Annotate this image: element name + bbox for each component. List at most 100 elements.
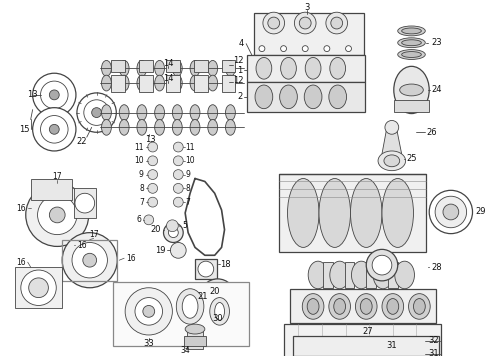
Circle shape <box>148 184 158 193</box>
Ellipse shape <box>402 28 421 34</box>
Circle shape <box>259 46 265 51</box>
Circle shape <box>49 125 59 134</box>
Ellipse shape <box>155 120 165 135</box>
Bar <box>74 188 96 218</box>
Ellipse shape <box>256 58 272 79</box>
Ellipse shape <box>208 60 218 76</box>
Ellipse shape <box>190 120 200 135</box>
Circle shape <box>143 306 155 317</box>
Circle shape <box>173 156 183 166</box>
Circle shape <box>72 243 107 278</box>
Text: 26: 26 <box>426 128 437 137</box>
Bar <box>113 282 249 346</box>
Bar <box>184 336 206 346</box>
Bar <box>194 60 208 72</box>
Ellipse shape <box>280 85 297 109</box>
Text: 18: 18 <box>220 260 230 269</box>
Text: 3: 3 <box>304 3 310 12</box>
Text: 16: 16 <box>126 254 136 263</box>
Bar <box>291 289 436 323</box>
Circle shape <box>200 279 235 314</box>
Circle shape <box>41 116 68 143</box>
Text: 6: 6 <box>136 215 141 224</box>
Ellipse shape <box>172 75 182 91</box>
Circle shape <box>173 170 183 180</box>
Text: 17: 17 <box>89 230 98 239</box>
Circle shape <box>148 142 158 152</box>
Text: 20: 20 <box>150 225 161 234</box>
Ellipse shape <box>172 120 182 135</box>
Ellipse shape <box>210 298 229 325</box>
Ellipse shape <box>225 105 235 121</box>
Circle shape <box>62 233 117 288</box>
Circle shape <box>326 12 347 34</box>
Bar <box>388 262 398 288</box>
Circle shape <box>21 270 56 306</box>
Ellipse shape <box>101 75 111 91</box>
Circle shape <box>49 207 65 223</box>
Ellipse shape <box>319 179 350 247</box>
Text: 22: 22 <box>76 137 87 146</box>
Text: 7: 7 <box>139 198 144 207</box>
Bar <box>247 54 365 82</box>
Text: 14: 14 <box>163 74 173 83</box>
Ellipse shape <box>402 51 421 58</box>
Ellipse shape <box>329 294 350 319</box>
Text: 25: 25 <box>407 154 417 163</box>
Text: 34: 34 <box>180 346 190 355</box>
Ellipse shape <box>255 85 273 109</box>
Circle shape <box>77 93 116 132</box>
Ellipse shape <box>302 294 324 319</box>
Ellipse shape <box>308 261 328 289</box>
Circle shape <box>33 73 76 117</box>
Text: 8: 8 <box>139 184 144 193</box>
Text: 10: 10 <box>185 156 195 165</box>
Bar <box>139 60 153 72</box>
Circle shape <box>125 288 172 335</box>
Ellipse shape <box>182 294 198 318</box>
Ellipse shape <box>101 60 111 76</box>
Circle shape <box>429 190 472 234</box>
Circle shape <box>144 215 154 225</box>
Circle shape <box>324 46 330 51</box>
Bar <box>195 259 217 279</box>
Ellipse shape <box>402 40 421 46</box>
Text: 13: 13 <box>27 90 38 99</box>
Text: 9: 9 <box>185 170 190 179</box>
Bar <box>279 174 426 252</box>
Bar <box>62 239 117 281</box>
Ellipse shape <box>137 75 147 91</box>
Ellipse shape <box>330 58 345 79</box>
Ellipse shape <box>225 120 235 135</box>
Ellipse shape <box>185 324 205 334</box>
Circle shape <box>294 12 316 34</box>
Ellipse shape <box>172 60 182 76</box>
Text: 2: 2 <box>237 93 242 102</box>
Text: 32: 32 <box>428 336 439 345</box>
Ellipse shape <box>398 26 425 36</box>
Text: 23: 23 <box>431 38 442 47</box>
Circle shape <box>372 255 392 275</box>
Text: 11: 11 <box>134 143 144 152</box>
Ellipse shape <box>384 155 400 167</box>
Ellipse shape <box>305 58 321 79</box>
Text: 7: 7 <box>185 198 190 207</box>
Ellipse shape <box>190 105 200 121</box>
Circle shape <box>435 196 466 228</box>
Ellipse shape <box>409 294 430 319</box>
Circle shape <box>33 108 76 151</box>
Ellipse shape <box>155 60 165 76</box>
Circle shape <box>164 223 183 243</box>
Text: 21: 21 <box>197 292 208 301</box>
Ellipse shape <box>288 179 319 247</box>
Circle shape <box>92 108 101 117</box>
Text: 13: 13 <box>146 135 156 144</box>
Circle shape <box>169 228 178 238</box>
Text: 24: 24 <box>431 85 441 94</box>
Text: 16: 16 <box>77 241 87 250</box>
Ellipse shape <box>355 294 377 319</box>
Text: 16: 16 <box>16 258 25 267</box>
Text: 31: 31 <box>428 349 439 358</box>
Circle shape <box>443 204 459 220</box>
Ellipse shape <box>137 105 147 121</box>
